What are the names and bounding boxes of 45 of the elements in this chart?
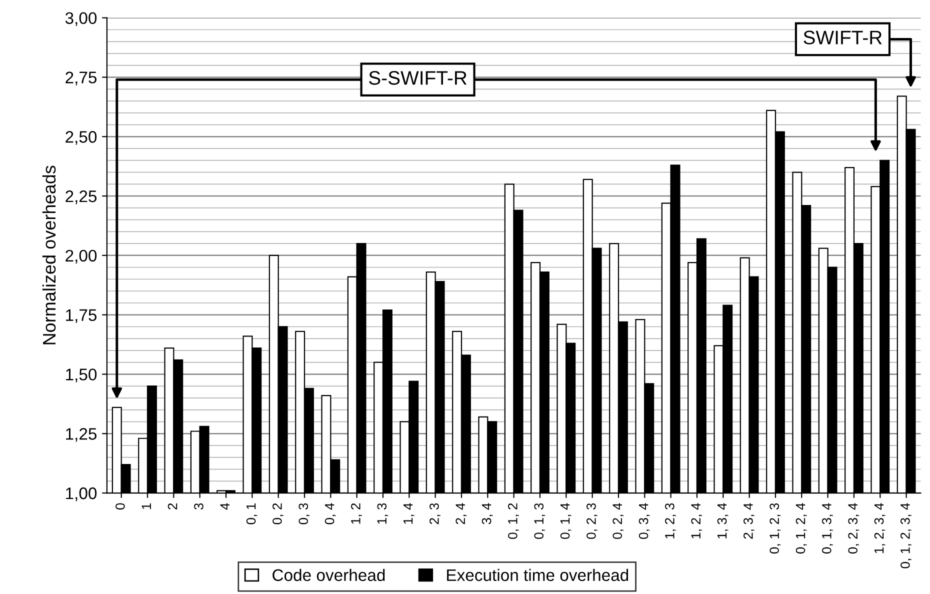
annotation: SWIFT-R xyxy=(804,30,882,44)
y-tick-label: 1,25 xyxy=(66,428,97,442)
x-tick-label: 0, 1, 4 xyxy=(560,503,572,539)
annotation: S-SWIFT-R xyxy=(368,71,467,85)
x-tick-label: 0, 2, 4 xyxy=(612,503,624,539)
x-tick-label: 2, 3, 4 xyxy=(744,503,754,539)
x-tick-label: 2 xyxy=(168,503,178,510)
x-tick-label: 2, 3 xyxy=(430,503,440,524)
x-tick-label: 4 xyxy=(220,503,230,510)
x-tick-label: 0, 1, 3 xyxy=(534,503,546,539)
x-tick-label: 1, 2, 4 xyxy=(691,503,702,538)
x-tick-label: 3 xyxy=(194,503,204,510)
y-tick-label: 1,50 xyxy=(66,368,97,382)
x-tick-label: 1, 3, 4 xyxy=(717,503,728,538)
x-tick-label: 0, 3, 4 xyxy=(638,503,650,539)
x-tick-label: 1, 3 xyxy=(377,503,388,524)
x-tick-label: 1, 2 xyxy=(351,503,362,524)
y-axis-title: Normalized overheads xyxy=(42,166,56,344)
legend-label: Execution time overhead xyxy=(447,568,628,582)
x-tick-label: 0, 1 xyxy=(246,503,258,524)
y-tick-label: 2,00 xyxy=(66,250,97,264)
x-tick-label: 0, 1, 2, 4 xyxy=(796,503,807,554)
legend-label: Code overhead xyxy=(272,568,385,582)
y-tick-label: 2,50 xyxy=(66,131,97,145)
x-tick-label: 0, 2, 3, 4 xyxy=(848,503,860,554)
x-tick-label: 1, 4 xyxy=(403,503,414,524)
x-tick-label: 0, 3 xyxy=(298,503,310,524)
x-tick-label: 1, 2, 3, 4 xyxy=(874,503,886,554)
y-tick-label: 2,75 xyxy=(66,72,97,86)
x-tick-label: 0, 2, 3 xyxy=(586,503,598,539)
x-tick-label: 1, 2, 3 xyxy=(665,503,676,538)
y-tick-label: 1,00 xyxy=(66,487,97,502)
x-tick-label: 0 xyxy=(116,503,125,510)
x-tick-label: 1 xyxy=(142,503,151,510)
x-tick-label: 2, 4 xyxy=(456,503,467,524)
x-tick-label: 0, 1, 2 xyxy=(508,503,519,539)
x-tick-label: 0, 4 xyxy=(324,503,336,524)
x-tick-label: 0, 1, 3, 4 xyxy=(822,503,833,554)
x-tick-label: 0, 1, 2, 3, 4 xyxy=(900,503,912,568)
y-tick-label: 2,25 xyxy=(66,190,97,204)
y-tick-label: 3,00 xyxy=(65,12,97,26)
x-tick-label: 3, 4 xyxy=(482,503,493,524)
y-tick-label: 1,75 xyxy=(66,309,97,323)
x-tick-label: 0, 1, 2, 3 xyxy=(770,503,781,554)
x-tick-label: 0, 2 xyxy=(272,503,284,524)
